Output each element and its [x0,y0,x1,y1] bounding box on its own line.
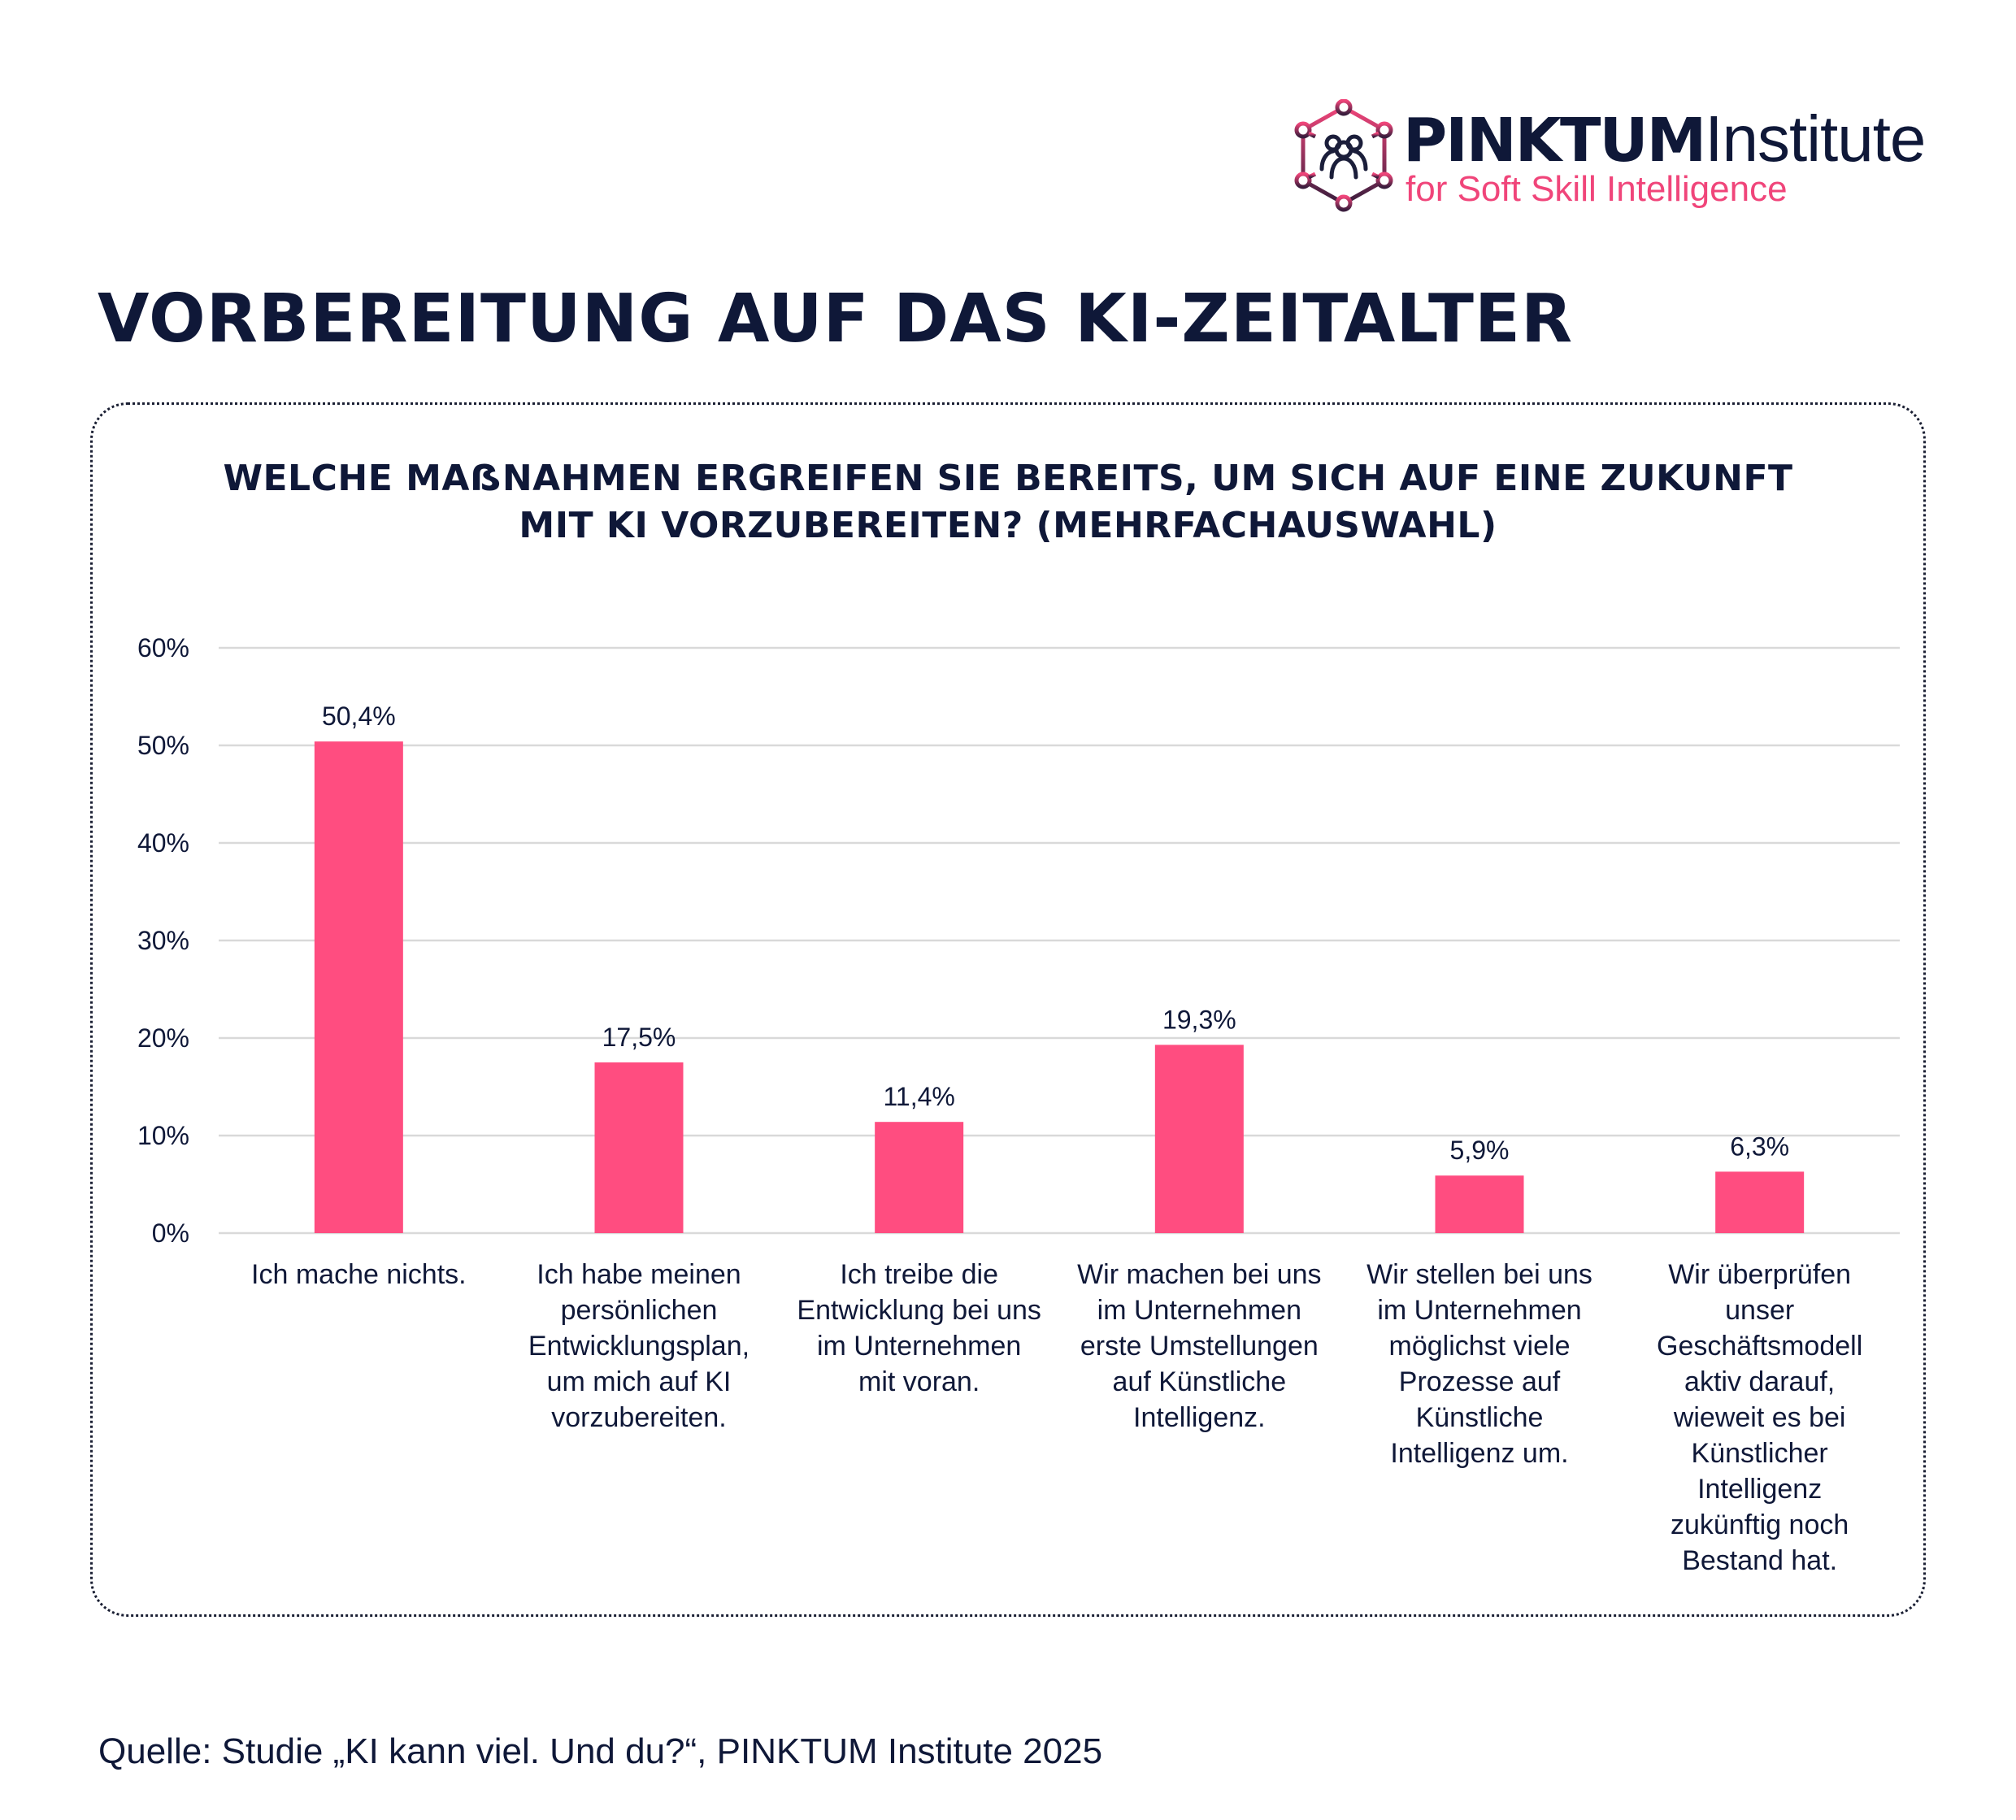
x-axis-label-line: Wir stellen bei uns [1366,1259,1592,1290]
bar [1435,1175,1524,1233]
bar [1154,1045,1244,1233]
x-axis-label-line: erste Umstellungen [1080,1331,1319,1362]
x-axis-label-line: im Unternehmen [1097,1295,1301,1326]
x-axis-label-line: Wir überprüfen [1668,1259,1852,1290]
x-axis-label-line: persönlichen [560,1295,718,1326]
data-label: 17,5% [602,1023,676,1052]
x-axis-label-line: Ich treibe die [840,1259,998,1290]
y-tick-label: 40% [137,828,189,858]
x-axis-label-line: Künstliche [1415,1402,1544,1433]
chart-question: WELCHE MAẞNAHMEN ERGREIFEN SIE BEREITS, … [90,455,1926,549]
x-axis-label-line: aktiv darauf, [1684,1366,1836,1397]
x-axis-label: Wir machen bei uns im Unternehmen erste Um… [1061,1257,1337,1436]
x-axis-label-line: Entwicklungsplan, [528,1331,750,1362]
x-axis-label-line: vorzubereiten. [551,1402,727,1433]
data-label: 6,3% [1730,1132,1789,1161]
x-axis-label: Ich habe meinen persönlichen Entwicklungsp… [501,1257,777,1436]
x-axis-label-line: Ich mache nichts. [251,1259,467,1290]
x-axis-label: Wir stellen bei uns im Unternehmen möglich… [1341,1257,1618,1471]
data-labels: 50,4% 17,5% 11,4% 19,3% 5,9% 6,3% [322,702,1789,1165]
x-axis-label-line: mit voran. [858,1366,980,1397]
x-axis-label-line: Intelligenz [1697,1474,1823,1505]
x-axis-label: Wir überprüfen unser Geschäftsmodell aktiv … [1622,1257,1898,1579]
y-tick-label: 20% [137,1023,189,1053]
gridlines [219,646,1900,1235]
x-axis-label-line: Künstlicher [1691,1438,1828,1469]
brand-name-light: Institute [1705,102,1926,175]
x-axis-label-line: im Unternehmen [1377,1295,1582,1326]
brand-name: PINKTUMInstitute [1403,102,1926,177]
bar [594,1062,684,1233]
x-axis-label-line: Bestand hat. [1682,1545,1838,1576]
chart-card [90,402,1926,1617]
chart-question-line-1: WELCHE MAẞNAHMEN ERGREIFEN SIE BEREITS, … [223,458,1793,499]
x-axis-label-line: Ich habe meinen [537,1259,741,1290]
x-axis-label-line: Wir machen bei uns [1077,1259,1322,1290]
x-axis-label-line: zukünftig noch [1671,1509,1849,1540]
data-label: 19,3% [1162,1005,1236,1034]
bar [314,741,403,1233]
x-axis-label: Ich mache nichts. [220,1257,497,1292]
y-tick-label: 50% [137,731,189,760]
y-tick-label: 10% [137,1121,189,1150]
x-axis-label-line: Prozesse auf [1398,1366,1561,1397]
bar [1715,1171,1805,1233]
x-axis-label-line: wieweit es bei [1673,1402,1846,1433]
pinktum-logo-icon [1291,98,1397,213]
bar [875,1122,964,1233]
data-label: 11,4% [883,1082,954,1111]
x-axis-label-line: im Unternehmen [816,1331,1022,1362]
x-axis-label-line: Geschäftsmodell [1657,1331,1863,1362]
brand-name-bold: PINKTUM [1403,106,1706,176]
x-axis-label-line: Intelligenz um. [1390,1438,1569,1469]
x-axis-label-line: Entwicklung bei uns [797,1295,1041,1326]
brand-tagline: for Soft Skill Intelligence [1406,169,1788,209]
source-note: Quelle: Studie „KI kann viel. Und du?“, … [98,1731,1103,1771]
x-axis-label-line: auf Künstliche [1112,1366,1287,1397]
x-axis-label-line: unser [1725,1295,1795,1326]
page-title: VORBEREITUNG AUF DAS KI-ZEITALTER [98,280,1574,358]
data-label: 5,9% [1450,1136,1510,1165]
x-axis-label: Ich treibe die Entwicklung bei uns im Unte… [781,1257,1058,1400]
y-tick-label: 30% [137,926,189,955]
x-axis-label-line: Intelligenz. [1133,1402,1266,1433]
y-axis-ticks: 0% 10% 20% 30% 40% 50% 60% [137,633,189,1248]
y-tick-label: 60% [137,633,189,662]
data-label: 50,4% [322,702,396,731]
y-tick-label: 0% [152,1218,189,1248]
chart-question-line-2: MIT KI VORZUBEREITEN? (MEHRFACHAUSWAHL) [519,505,1497,546]
bars [314,741,1805,1233]
x-axis-label-line: um mich auf KI [546,1366,732,1397]
x-axis-label-line: möglichst viele [1388,1331,1571,1362]
